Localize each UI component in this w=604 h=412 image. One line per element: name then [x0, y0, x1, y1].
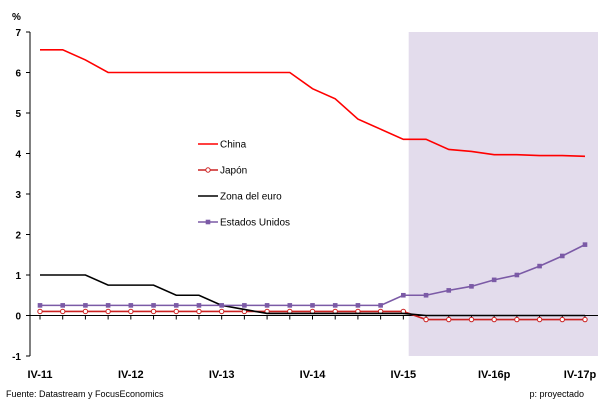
data-point-japon	[446, 316, 452, 323]
y-tick-label: 4	[15, 150, 21, 161]
data-point-estados-unidos	[287, 303, 293, 308]
data-point-japon	[582, 316, 588, 323]
data-point-estados-unidos	[219, 303, 224, 308]
data-point-japon	[82, 308, 89, 315]
data-point-estados-unidos	[151, 303, 156, 308]
data-point-estados-unidos	[128, 303, 134, 308]
data-point-estados-unidos	[514, 272, 520, 278]
data-point-japon	[150, 308, 157, 315]
y-tick-label: 5	[15, 109, 21, 120]
y-tick-label: -1	[12, 352, 21, 363]
projection-shading	[408, 32, 598, 356]
data-point-estados-unidos	[491, 277, 497, 283]
legend-label-japon: Japón	[220, 166, 247, 177]
y-tick-label: 1	[15, 271, 21, 282]
y-tick-label: 2	[15, 231, 21, 242]
data-point-estados-unidos	[378, 303, 383, 308]
y-tick-label: 7	[15, 28, 21, 39]
x-tick-label: IV-12	[118, 369, 144, 381]
data-point-estados-unidos	[582, 242, 588, 247]
y-tick-label: 6	[15, 69, 21, 80]
series-line-china	[40, 49, 586, 158]
data-point-estados-unidos	[446, 288, 452, 293]
data-point-estados-unidos	[310, 303, 315, 308]
data-point-japon	[128, 308, 134, 315]
y-axis-label: %	[12, 12, 21, 23]
data-point-estados-unidos	[173, 303, 179, 308]
data-point-japon	[468, 316, 475, 323]
data-point-japon	[559, 316, 565, 323]
data-point-estados-unidos	[60, 303, 66, 308]
legend-label-zona-del-euro: Zona del euro	[220, 192, 282, 203]
data-point-japon	[173, 308, 179, 315]
legend-marker-estados-unidos	[205, 219, 211, 225]
data-point-japon	[423, 316, 429, 323]
data-point-estados-unidos	[537, 263, 542, 269]
data-point-estados-unidos	[423, 292, 429, 298]
data-point-japon	[514, 316, 520, 323]
data-point-japon	[218, 308, 225, 315]
data-point-estados-unidos	[196, 303, 202, 308]
data-point-estados-unidos	[355, 303, 361, 308]
x-tick-label: IV-15	[390, 369, 416, 381]
x-tick-label: IV-13	[209, 369, 235, 381]
data-point-japon	[491, 316, 497, 323]
legend-label-china: China	[220, 140, 247, 151]
x-tick-label: IV-16p	[478, 369, 511, 381]
x-tick-label: IV-17p	[564, 369, 597, 381]
data-point-estados-unidos	[559, 253, 565, 259]
data-point-estados-unidos	[37, 303, 43, 308]
data-point-japon	[105, 308, 111, 315]
x-tick-label: IV-14	[300, 369, 327, 381]
x-tick-label: IV-11	[27, 369, 52, 381]
y-tick-label: 3	[15, 190, 21, 201]
data-point-estados-unidos	[332, 303, 338, 308]
source-note: Fuente: Datastream y FocusEconomics	[6, 389, 164, 399]
data-point-estados-unidos	[105, 303, 111, 308]
y-tick-label: 0	[15, 312, 21, 323]
legend-marker-japon	[205, 167, 211, 173]
data-point-japon	[60, 308, 66, 315]
data-point-japon	[536, 316, 543, 323]
data-point-japon	[37, 308, 43, 315]
data-point-estados-unidos	[83, 303, 88, 308]
data-point-japon	[196, 308, 202, 315]
data-point-estados-unidos	[264, 303, 270, 308]
projected-note: p: proyectado	[529, 389, 584, 399]
data-point-estados-unidos	[401, 292, 406, 298]
legend-label-estados-unidos: Estados Unidos	[220, 218, 290, 229]
series-line-zona-del-euro	[40, 274, 585, 317]
data-point-estados-unidos	[242, 303, 247, 308]
data-point-estados-unidos	[469, 284, 474, 289]
